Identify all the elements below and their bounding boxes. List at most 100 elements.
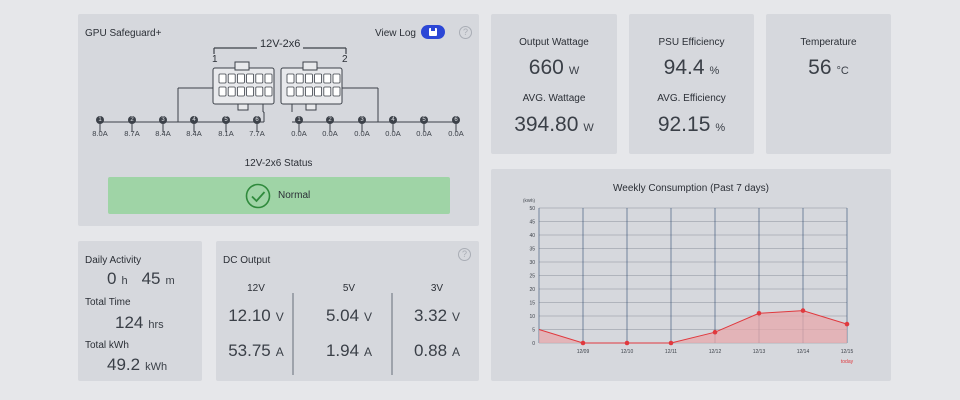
daily-activity-value-row: 0 h 45 m <box>107 269 175 289</box>
dc-voltage: 12.10 <box>228 306 271 325</box>
avg-wattage-label: AVG. Wattage <box>522 93 586 104</box>
avg-efficiency-value: 92.15 <box>657 113 711 136</box>
channel: 5 8.1A <box>214 116 238 138</box>
help-icon[interactable]: ? <box>458 248 471 261</box>
channel-current: 0.0A <box>385 129 401 138</box>
dc-col-head: 5V <box>342 283 356 294</box>
status-box: Normal <box>108 177 450 214</box>
connector-pin <box>264 73 273 84</box>
connector-pin <box>304 86 313 97</box>
channel-current: 0.0A <box>291 129 307 138</box>
output-wattage-unit: W <box>568 65 580 77</box>
total-time-value: 124 <box>115 313 144 332</box>
gpu-safeguard-card: GPU Safeguard+ View Log ? 12V-2x6 1 2 1 8… <box>78 14 479 226</box>
psu-efficiency-unit: % <box>709 65 720 77</box>
connector-1-label: 1 <box>212 54 218 65</box>
y-tick-label: 50 <box>529 206 535 212</box>
avg-wattage-unit: W <box>583 122 594 134</box>
avg-efficiency-value-row: 92.15% <box>629 113 754 137</box>
dc-current-unit: A <box>364 345 373 359</box>
x-tick-label: 12/09 <box>577 349 590 355</box>
connector-pin <box>295 73 304 84</box>
psu-efficiency-card: PSU Efficiency 94.4% AVG. Efficiency 92.… <box>629 14 754 154</box>
channel-number: 3 <box>159 116 167 124</box>
data-point[interactable] <box>624 340 630 346</box>
channel-number: 1 <box>96 116 104 124</box>
data-point[interactable] <box>800 308 806 313</box>
channel-current: 8.4A <box>186 129 202 138</box>
connector-pin <box>314 86 323 97</box>
channel: 3 0.0A <box>350 116 374 138</box>
data-point[interactable] <box>668 340 674 346</box>
total-time-value-row: 124 hrs <box>115 313 164 333</box>
connector-pin <box>236 86 245 97</box>
total-time-unit: hrs <box>148 319 164 331</box>
channel-number: 4 <box>190 116 198 124</box>
connector-pin <box>218 86 227 97</box>
data-point[interactable] <box>580 340 586 346</box>
dc-voltage-unit: V <box>275 310 284 324</box>
total-kwh-label: Total kWh <box>85 340 129 351</box>
data-point[interactable] <box>712 329 718 335</box>
dc-current-row: 0.88 A <box>402 341 472 361</box>
temperature-value-row: 56 °C <box>766 56 891 80</box>
channel-number: 5 <box>420 116 428 124</box>
daily-activity-card: Daily Activity 0 h 45 m Total Time 124 hrs T… <box>78 241 202 381</box>
connector-pin <box>314 73 323 84</box>
dc-current-row: 1.94 A <box>314 341 384 361</box>
y-tick-label: 10 <box>529 314 535 320</box>
channel-number: 1 <box>295 116 303 124</box>
connector-pin <box>246 86 255 97</box>
dc-col-3v: 3V 3.32 V 0.88 A <box>402 283 472 361</box>
data-point[interactable] <box>844 321 850 327</box>
gpu-safeguard-title: GPU Safeguard+ <box>85 28 162 39</box>
output-wattage-value-row: 660 W <box>491 56 617 80</box>
connector-pin <box>227 86 236 97</box>
avg-wattage-value: 394.80 <box>514 113 579 136</box>
help-icon[interactable]: ? <box>459 26 472 39</box>
psu-efficiency-value: 94.4 <box>663 56 705 79</box>
connector-pin <box>246 73 255 84</box>
channel-current: 8.0A <box>92 129 108 138</box>
connector-label: 12V-2x6 <box>257 38 304 50</box>
connector-pin <box>286 73 295 84</box>
x-tick-label: 12/12 <box>709 349 722 355</box>
save-icon <box>429 28 437 36</box>
connector-pin <box>255 86 264 97</box>
channel-current: 8.1A <box>218 129 234 138</box>
y-tick-label: 5 <box>532 328 535 334</box>
dc-current: 53.75 <box>228 341 271 360</box>
chart-title: Weekly Consumption (Past 7 days) <box>613 183 769 194</box>
dc-output-card: DC Output ? 12V 12.10 V 53.75 A 5V 5.04 V 1… <box>216 241 479 381</box>
total-kwh-value: 49.2 <box>107 355 141 374</box>
temperature-card: Temperature 56 °C <box>766 14 891 154</box>
x-tick-label: 12/14 <box>797 349 810 355</box>
channel: 6 7.7A <box>245 116 269 138</box>
channel-number: 4 <box>389 116 397 124</box>
x-tick-label: 12/10 <box>621 349 634 355</box>
channel: 6 0.0A <box>444 116 468 138</box>
channel: 4 8.4A <box>182 116 206 138</box>
view-log-label: View Log <box>375 28 416 39</box>
channel-current: 0.0A <box>354 129 370 138</box>
psu-efficiency-value-row: 94.4% <box>629 56 754 80</box>
y-tick-label: 40 <box>529 233 535 239</box>
total-kwh-unit: kWh <box>145 361 168 373</box>
channel-current: 0.0A <box>322 129 338 138</box>
temperature-unit: °C <box>836 65 849 77</box>
dc-col-head: 3V <box>430 283 444 294</box>
avg-wattage-value-row: 394.80 W <box>491 113 617 137</box>
psu-efficiency-label: PSU Efficiency <box>658 37 725 48</box>
connector-2-label: 2 <box>342 54 348 65</box>
y-tick-label: 20 <box>529 287 535 293</box>
connector-pin <box>264 86 273 97</box>
dc-voltage: 5.04 <box>325 306 360 325</box>
dc-voltage-row: 12.10 V <box>221 306 291 326</box>
view-log-button[interactable] <box>421 25 445 39</box>
output-wattage-value: 660 <box>528 56 564 79</box>
data-point[interactable] <box>756 311 762 316</box>
channel-number: 3 <box>358 116 366 124</box>
channel: 2 0.0A <box>318 116 342 138</box>
output-wattage-label: Output Wattage <box>519 37 589 48</box>
channel-number: 2 <box>128 116 136 124</box>
